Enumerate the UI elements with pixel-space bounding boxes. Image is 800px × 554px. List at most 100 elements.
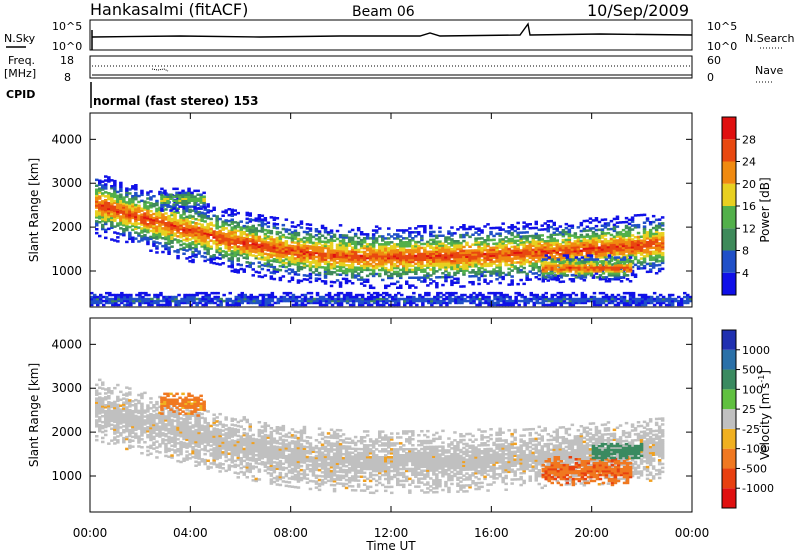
heatmap-cell: [378, 260, 382, 264]
heatmap-cell: [610, 299, 615, 303]
heatmap-cell: [562, 264, 567, 267]
heatmap-cell: [104, 398, 108, 401]
heatmap-cell: [567, 228, 572, 232]
heatmap-cell: [478, 297, 482, 301]
heatmap-cell: [655, 295, 660, 299]
heatmap-cell: [278, 253, 283, 256]
heatmap-cell: [140, 199, 144, 203]
heatmap-cell: [224, 221, 228, 224]
heatmap-cell: [341, 257, 346, 261]
heatmap-cell: [591, 252, 596, 256]
heatmap-cell: [379, 293, 383, 297]
heatmap-cell: [622, 301, 627, 305]
heatmap-cell: [309, 299, 314, 303]
heatmap-cell: [498, 250, 502, 253]
heatmap-cell: [209, 245, 213, 248]
heatmap-cell: [143, 228, 147, 231]
heatmap-cell: [107, 178, 111, 181]
heatmap-cell: [273, 301, 278, 305]
heatmap-cell: [561, 240, 566, 244]
heatmap-cell: [391, 303, 395, 307]
heatmap-cell: [453, 271, 457, 275]
heatmap-cell: [472, 299, 476, 303]
heatmap-cell: [525, 241, 529, 244]
heatmap-cell: [405, 270, 409, 274]
heatmap-cell: [648, 246, 653, 250]
heatmap-cell: [188, 234, 192, 237]
heatmap-cell: [374, 257, 379, 260]
heatmap-cell: [393, 282, 397, 286]
heatmap-cell: [636, 261, 641, 264]
heatmap-cell: [167, 236, 171, 240]
heatmap-cell: [270, 297, 275, 301]
heatmap-cell: [594, 217, 599, 220]
heatmap-cell: [516, 239, 520, 242]
heatmap-cell: [519, 241, 523, 244]
heatmap-cell: [622, 268, 627, 271]
heatmap-cell: [326, 231, 331, 234]
heatmap-cell: [402, 245, 406, 248]
heatmap-cell: [305, 278, 310, 281]
heatmap-cell: [591, 240, 596, 244]
heatmap-cell: [528, 278, 532, 281]
heatmap-cell: [104, 433, 108, 437]
heatmap-cell: [622, 303, 627, 307]
heatmap-cell: [353, 248, 358, 252]
heatmap-cell: [438, 244, 442, 247]
heatmap-cell: [447, 256, 451, 259]
heatmap-cell: [116, 190, 120, 194]
heatmap-cell: [164, 243, 168, 247]
heatmap-cell: [582, 227, 587, 231]
heatmap-cell: [462, 273, 466, 276]
heatmap-cell: [362, 254, 367, 258]
heatmap-cell: [627, 258, 632, 261]
heatmap-cell: [332, 253, 337, 256]
heatmap-cell: [571, 301, 576, 305]
heatmap-cell: [104, 228, 108, 232]
heatmap-cell: [282, 295, 287, 299]
heatmap-cell: [438, 266, 442, 269]
heatmap-cell: [643, 299, 648, 303]
heatmap-cell: [457, 297, 461, 301]
heatmap-cell: [589, 256, 594, 259]
heatmap-cell: [230, 265, 234, 269]
heatmap-cell: [131, 240, 135, 243]
heatmap-cell: [429, 230, 433, 234]
heatmap-cell: [639, 249, 644, 252]
heatmap-cell: [580, 272, 585, 275]
heatmap-cell: [573, 240, 578, 243]
heatmap-cell: [202, 197, 206, 200]
heatmap-cell: [513, 245, 517, 248]
heatmap-cell: [451, 293, 455, 297]
heatmap-cell: [321, 303, 326, 307]
heatmap-cell: [359, 270, 364, 273]
heatmap-cell: [493, 293, 497, 297]
heatmap-cell: [275, 268, 280, 271]
heatmap-cell: [585, 219, 590, 223]
heatmap-cell: [185, 235, 189, 238]
heatmap-cell: [245, 211, 249, 215]
heatmap-cell: [305, 236, 310, 240]
heatmap-cell: [625, 268, 630, 271]
heatmap-cell: [164, 241, 168, 245]
heatmap-cell: [182, 222, 186, 226]
heatmap-cell: [565, 268, 570, 271]
heatmap-cell: [194, 225, 198, 229]
heatmap-cell: [639, 267, 644, 270]
heatmap-cell: [459, 226, 463, 229]
heatmap-cell: [625, 303, 630, 307]
heatmap-cell: [165, 303, 169, 307]
heatmap-cell: [218, 257, 222, 260]
heatmap-cell: [129, 301, 133, 305]
heatmap-cell: [175, 187, 179, 191]
heatmap-cell: [550, 258, 554, 261]
heatmap-cell: [417, 225, 421, 228]
heatmap-cell: [466, 299, 470, 303]
heatmap-cell: [134, 221, 138, 225]
heatmap-cell: [354, 299, 359, 303]
heatmap-cell: [354, 293, 359, 297]
heatmap-cell: [510, 261, 514, 264]
heatmap-cell: [101, 217, 105, 221]
heatmap-cell: [564, 250, 569, 254]
heatmap-cell: [341, 234, 346, 237]
